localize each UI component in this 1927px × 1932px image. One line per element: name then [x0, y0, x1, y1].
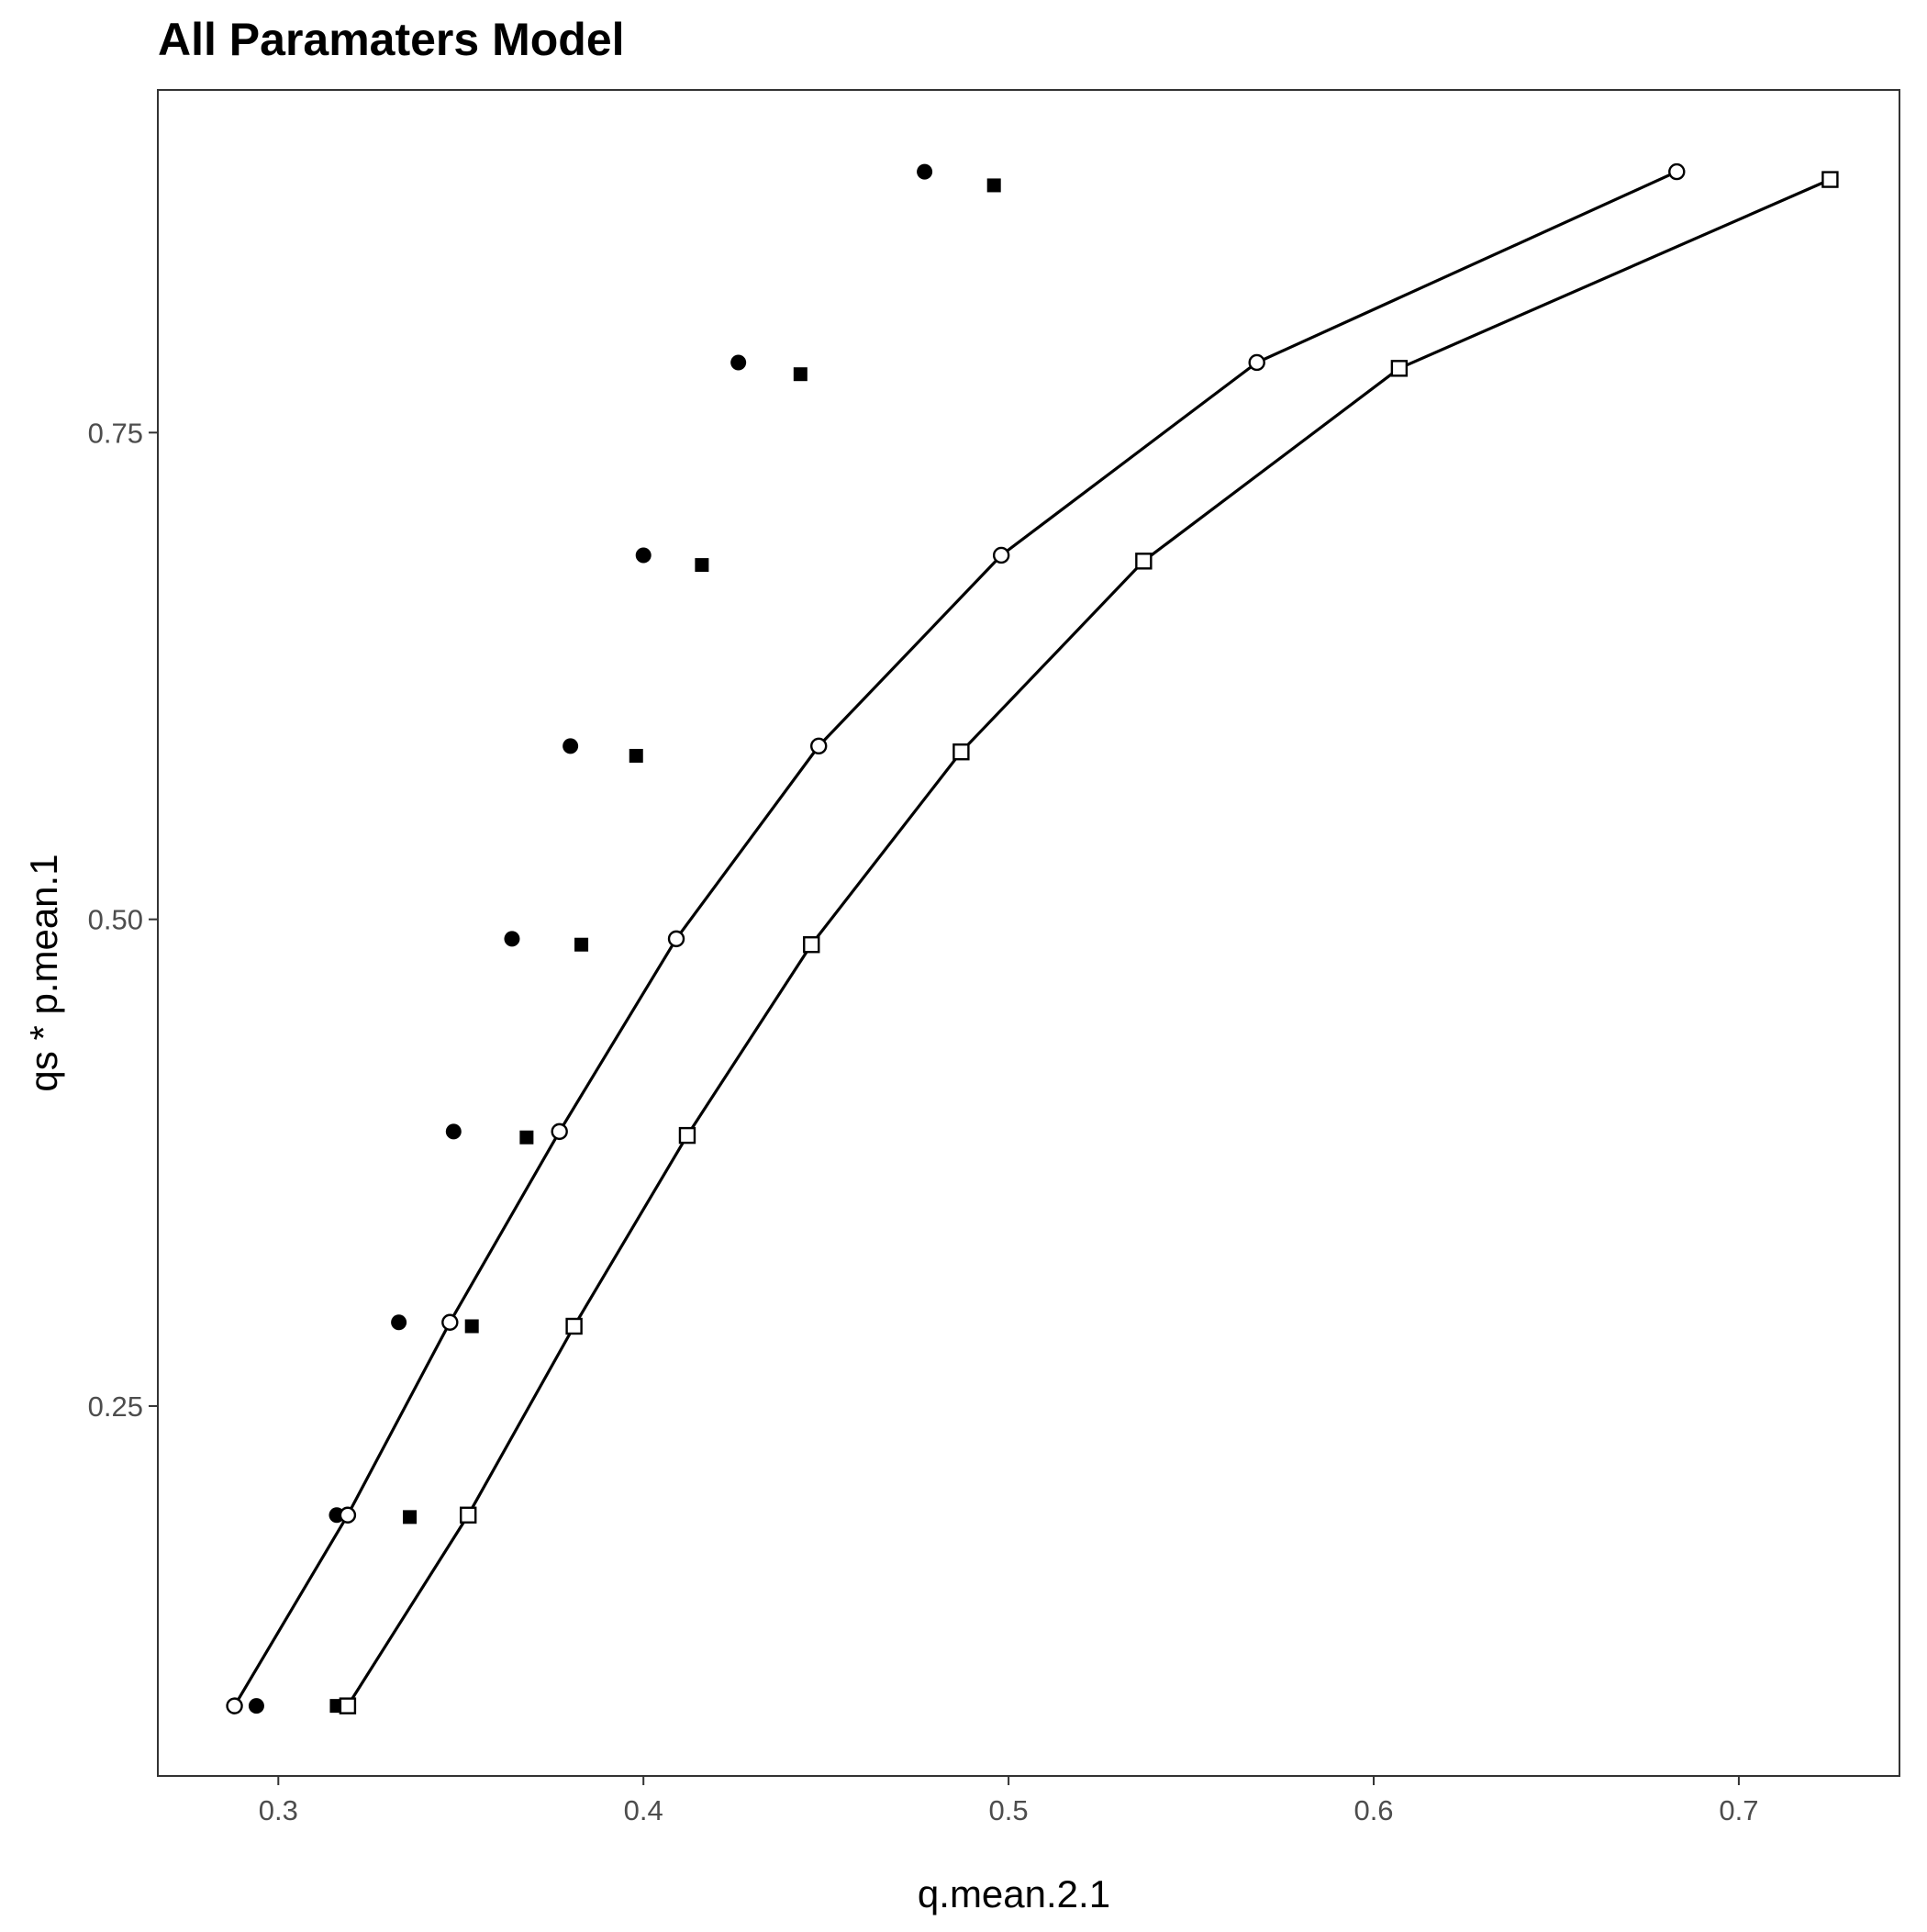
y-tick-label: 0.75	[88, 417, 143, 449]
series-filled-square	[329, 178, 1001, 1714]
data-point-open-circle	[667, 930, 685, 948]
data-point-open-square	[565, 1317, 583, 1335]
data-point-filled-circle	[635, 547, 652, 564]
series-open-square	[339, 171, 1839, 1714]
chart-title: All Paramaters Model	[158, 14, 625, 65]
data-point-filled-circle	[563, 738, 579, 754]
data-point-filled-circle	[445, 1123, 462, 1140]
data-point-filled-square	[793, 367, 808, 382]
y-tick-label: 0.25	[88, 1390, 143, 1423]
data-point-open-square	[1390, 360, 1409, 377]
data-point-filled-square	[519, 1130, 534, 1145]
data-point-open-circle	[441, 1313, 459, 1331]
x-tick-label: 0.4	[624, 1794, 663, 1826]
data-point-filled-circle	[391, 1314, 407, 1331]
data-point-open-circle	[992, 546, 1010, 564]
y-tick-label: 0.50	[88, 904, 143, 936]
data-point-filled-square	[574, 937, 589, 952]
data-point-open-circle	[226, 1697, 243, 1714]
data-point-open-square	[1821, 171, 1839, 188]
x-tick-label: 0.5	[989, 1794, 1029, 1826]
data-point-filled-square	[695, 558, 709, 573]
y-axis-label: qs * p.mean.1	[22, 854, 65, 1092]
data-point-filled-circle	[248, 1698, 264, 1714]
data-point-open-square	[339, 1697, 357, 1714]
data-point-open-square	[952, 743, 970, 761]
data-point-open-circle	[551, 1122, 568, 1141]
axis-layer: 0.3 0.4 0.5 0.6 0.7 0.25 0.50 0.75	[88, 89, 1900, 1826]
data-point-filled-circle	[917, 163, 933, 180]
data-point-open-circle	[339, 1506, 357, 1524]
data-point-open-circle	[810, 737, 828, 755]
data-point-open-square	[460, 1506, 477, 1524]
data-point-filled-circle	[504, 931, 520, 947]
series-line	[233, 170, 1677, 1707]
series-line	[346, 178, 1832, 1707]
data-point-open-square	[803, 936, 820, 954]
x-tick-label: 0.7	[1719, 1794, 1758, 1826]
plot-panel-border	[157, 89, 1900, 1777]
data-point-open-square	[1135, 553, 1153, 570]
x-tick-label: 0.3	[259, 1794, 298, 1826]
series-open-circle	[226, 162, 1686, 1714]
data-point-open-circle	[1248, 353, 1265, 372]
data-point-open-square	[678, 1126, 696, 1145]
data-point-open-circle	[1668, 162, 1686, 181]
series-filled-circle	[248, 163, 933, 1714]
series-layer	[226, 162, 1839, 1714]
data-point-filled-square	[403, 1510, 418, 1524]
data-point-filled-circle	[730, 354, 747, 371]
data-point-filled-square	[629, 748, 643, 763]
x-tick-label: 0.6	[1353, 1794, 1393, 1826]
data-point-filled-square	[986, 178, 1001, 193]
x-axis-label: q.mean.2.1	[917, 1872, 1111, 1915]
data-point-filled-square	[464, 1319, 479, 1334]
